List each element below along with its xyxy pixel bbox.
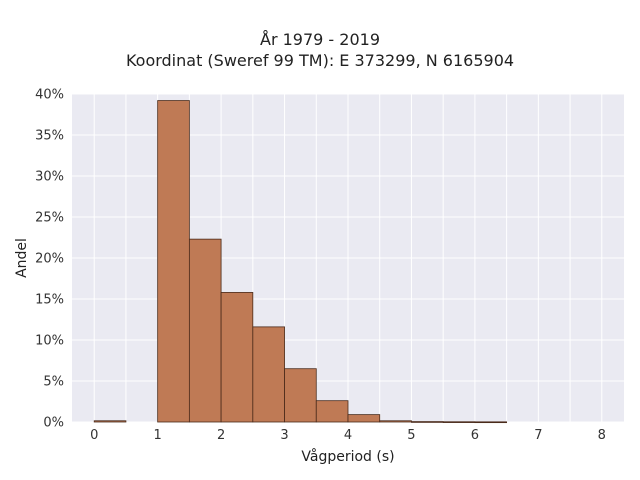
x-tick-label: 2 <box>217 428 225 443</box>
histogram-bar <box>284 368 317 423</box>
y-axis-label: Andel <box>14 238 30 278</box>
histogram-bar <box>157 100 190 423</box>
y-tick-label: 35% <box>35 129 64 144</box>
axis-ticks: 0 1 2 3 4 5 6 7 8 0% 5% 10% 15% 20% 25% 30% 35% 40% <box>35 88 606 444</box>
x-axis-label: Vågperiod (s) <box>301 448 394 465</box>
y-tick-label: 5% <box>43 375 64 390</box>
x-tick-label: 6 <box>471 428 479 443</box>
histogram-bar <box>474 421 508 424</box>
x-tick-label: 4 <box>344 428 352 443</box>
chart-subtitle: Koordinat (Sweref 99 TM): E 373299, N 61… <box>125 51 515 70</box>
chart-title: År 1979 - 2019 <box>260 30 380 49</box>
histogram-bar <box>379 420 412 423</box>
histogram-bar <box>411 421 444 423</box>
x-tick-label: 0 <box>90 428 98 443</box>
y-tick-label: 0% <box>43 416 64 431</box>
x-tick-label: 1 <box>154 428 162 443</box>
histogram-bar <box>442 421 476 423</box>
y-tick-label: 25% <box>35 211 64 226</box>
y-tick-label: 30% <box>35 170 64 185</box>
histogram-bar <box>315 400 349 423</box>
y-tick-label: 15% <box>35 293 64 308</box>
histogram-bar <box>347 414 381 423</box>
bars <box>93 100 508 424</box>
histogram-bar <box>93 420 127 423</box>
histogram-bar <box>220 292 254 423</box>
histogram-bar <box>252 326 285 423</box>
y-tick-label: 40% <box>35 88 64 103</box>
x-tick-label: 3 <box>280 428 288 443</box>
y-tick-label: 20% <box>35 252 64 267</box>
y-tick-label: 10% <box>35 334 64 349</box>
histogram-bar <box>188 238 222 423</box>
x-tick-label: 5 <box>407 428 415 443</box>
x-tick-label: 7 <box>534 428 542 443</box>
x-tick-label: 8 <box>598 428 606 443</box>
